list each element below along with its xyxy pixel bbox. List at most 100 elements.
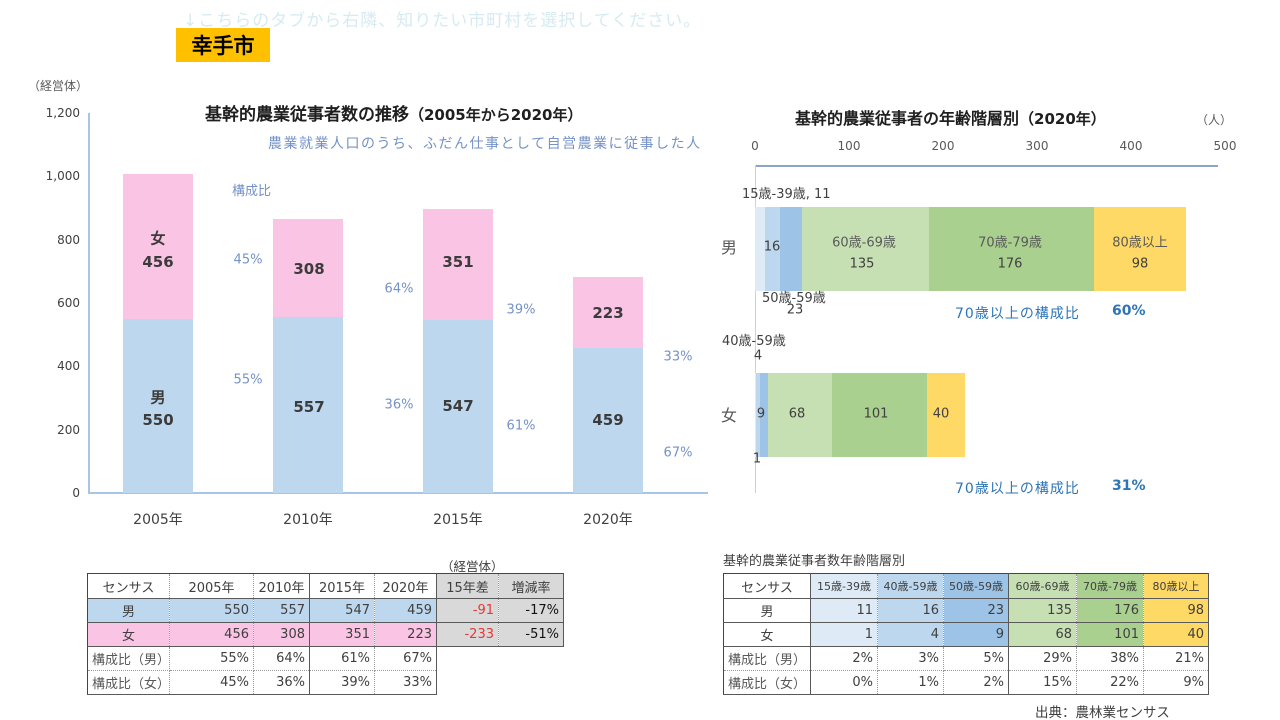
table-row: 男 550 557 547 459 -91 -17%	[87, 598, 564, 623]
male-seg-70-79	[928, 207, 1095, 291]
row-female-label: 女	[87, 622, 170, 647]
male-2005: 550	[169, 598, 254, 623]
pct-2005-female: 45%	[233, 252, 263, 268]
xtick-300: 300	[1025, 139, 1049, 153]
trend-chart-subtitle: 農業就業人口のうち、ふだん仕事として自営農業に従事した人	[268, 136, 702, 152]
x-label-2005: 2005年	[133, 512, 183, 528]
female-60-69-value: 68	[788, 406, 806, 422]
bar-2010-male	[273, 316, 343, 493]
over70-label-male: 70歳以上の構成比	[955, 306, 1080, 322]
pct-2010-male: 64%	[384, 281, 414, 297]
male-seg-15-39	[755, 207, 766, 291]
empty-cell	[437, 647, 499, 671]
bar-2015-male-value: 547	[442, 397, 474, 415]
table-row: 構成比（女） 45% 36% 39% 33%	[87, 670, 564, 695]
header-diff: 15年差	[436, 573, 499, 599]
male-diff: -91	[436, 598, 499, 623]
ratio-male-50-59: 5%	[943, 646, 1009, 671]
ratio-female-15-39: 0%	[810, 670, 878, 695]
y-tick-800: 800	[57, 233, 80, 247]
female-category-label: 女	[720, 406, 738, 425]
empty-cell	[499, 671, 564, 695]
y-tick-400: 400	[57, 359, 80, 373]
y-tick-600: 600	[57, 296, 80, 310]
row-male-label: 男	[723, 598, 811, 623]
x-label-2020: 2020年	[583, 512, 633, 528]
header-2020: 2020年	[374, 573, 437, 599]
ratio-male-60-69: 29%	[1008, 646, 1077, 671]
header-rate: 増減率	[498, 573, 564, 599]
over70-value-male: 60%	[1112, 303, 1146, 319]
header-15-39: 15歳-39歳	[810, 573, 878, 599]
category-axis-line	[755, 165, 756, 493]
bar-2005-male	[123, 318, 193, 493]
male-rate: -17%	[498, 598, 564, 623]
municipality-selector[interactable]: 幸手市	[176, 28, 270, 62]
female-70-79-value: 101	[863, 406, 889, 422]
row-ratio-male-label: 構成比（男）	[87, 646, 170, 671]
ratio-male-2005: 55%	[169, 646, 254, 671]
table-row: 女 456 308 351 223 -233 -51%	[87, 622, 564, 647]
male-seg-80plus	[1094, 207, 1187, 291]
over70-label-female: 70歳以上の構成比	[955, 481, 1080, 497]
trend-chart-title-main: 基幹的農業従事者数の推移	[205, 105, 409, 125]
male-40-59-value: 16	[763, 239, 781, 255]
female-80plus-value: 40	[932, 406, 950, 422]
bar-2020-female	[573, 277, 643, 348]
male-15-39-callout: 15歳-39歳, 11	[742, 187, 831, 202]
male-seg-50-59	[780, 207, 802, 291]
age-breakdown-table: センサス 15歳-39歳 40歳-59歳 50歳-59歳 60歳-69歳 70歳…	[723, 573, 1209, 695]
male-60-69: 135	[1008, 598, 1077, 623]
male-15-39: 11	[810, 598, 878, 623]
header-census: センサス	[87, 573, 170, 599]
bar-2015-male	[423, 319, 493, 493]
female-15-39: 1	[810, 622, 878, 647]
composition-ratio-label: 構成比	[232, 184, 272, 199]
bar-2020-female-value: 223	[592, 304, 624, 322]
xtick-0: 0	[751, 139, 759, 153]
ratio-male-2020: 67%	[374, 646, 437, 671]
bar-2005-female	[123, 174, 193, 319]
left-axis-unit-label: （経営体）	[28, 79, 89, 93]
female-2005: 456	[169, 622, 254, 647]
table-row: 男 11 16 23 135 176 98	[723, 598, 1209, 623]
pct-2015-male: 61%	[506, 418, 536, 434]
ratio-female-2015: 39%	[309, 670, 375, 695]
row-ratio-male-label: 構成比（男）	[723, 646, 811, 671]
male-2020: 459	[374, 598, 437, 623]
table-row: センサス 2005年 2010年 2015年 2020年 15年差 増減率	[87, 573, 564, 599]
empty-cell	[499, 647, 564, 671]
female-seg-80plus	[927, 373, 965, 457]
header-2010: 2010年	[253, 573, 310, 599]
male-70-79: 176	[1076, 598, 1144, 623]
pct-2020-female: 33%	[663, 349, 693, 365]
ratio-female-60-69: 15%	[1008, 670, 1077, 695]
male-80plus-label: 80歳以上	[1112, 235, 1168, 251]
male-2015: 547	[309, 598, 375, 623]
female-seg-15-39	[755, 373, 756, 457]
bar-2010-female	[273, 219, 343, 317]
male-seg-40-59	[765, 207, 781, 291]
female-seg-60-69	[768, 373, 833, 457]
header-50-59: 50歳-59歳	[943, 573, 1009, 599]
male-80plus: 98	[1143, 598, 1209, 623]
age-chart-title: 基幹的農業従事者の年齢階層別（2020年）	[795, 105, 1106, 129]
male-seg-60-69	[801, 207, 929, 291]
xtick-500: 500	[1213, 139, 1237, 153]
ratio-female-80plus: 9%	[1143, 670, 1209, 695]
pct-2020-male: 67%	[663, 445, 693, 461]
ratio-female-2020: 33%	[374, 670, 437, 695]
bar-2005-male-name: 男	[150, 388, 166, 407]
y-axis-line	[88, 113, 90, 493]
source-note: 出典：農林業センサス	[1035, 705, 1170, 720]
ratio-male-2010: 64%	[253, 646, 310, 671]
right-table-title: 基幹的農業従事者数年齢階層別	[723, 554, 906, 569]
over70-value-female: 31%	[1112, 478, 1146, 494]
female-diff: -233	[436, 622, 499, 647]
y-tick-200: 200	[57, 423, 80, 437]
header-2005: 2005年	[169, 573, 254, 599]
ratio-female-2010: 36%	[253, 670, 310, 695]
bar-2015-female	[423, 208, 493, 320]
row-ratio-female-label: 構成比（女）	[723, 670, 811, 695]
